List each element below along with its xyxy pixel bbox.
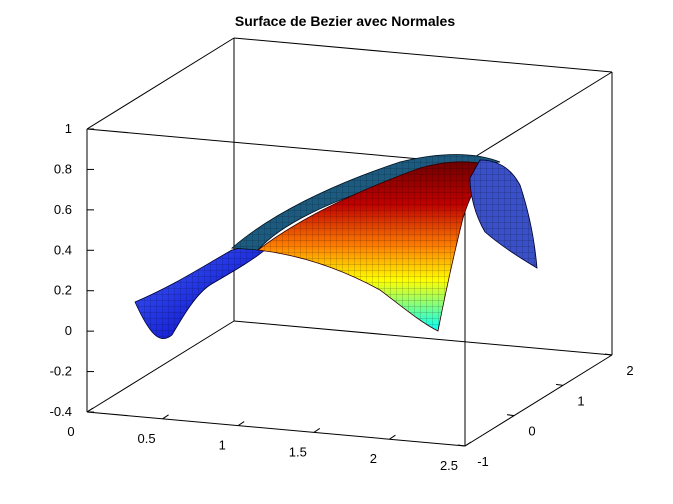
z-tick-label: 0.8 [54, 161, 72, 176]
z-axis-ticks: -0.4 -0.2 0 0.2 0.4 0.6 0.8 1 [50, 121, 94, 419]
surface-left-mesh [135, 247, 265, 339]
x-tick-label: 1.5 [289, 444, 307, 459]
x-tick-mark [237, 421, 245, 427]
z-tick-label: 0.2 [54, 283, 72, 298]
y-tick-mark [555, 383, 564, 386]
chart-title: Surface de Bezier avec Normales [235, 13, 455, 29]
bezier-surface [134, 154, 538, 340]
axes-lines [86, 129, 613, 447]
surface-main-mesh [258, 161, 490, 331]
y-tick-label: -1 [477, 454, 489, 469]
y-tick-mark [506, 414, 515, 417]
x-tick-label: 0 [67, 424, 74, 439]
x-tick-mark [313, 427, 321, 433]
x-tick-mark [86, 407, 94, 413]
z-tick-label: -0.2 [50, 364, 72, 379]
y-tick-label: 1 [577, 393, 584, 408]
x-tick-label: 0.5 [138, 431, 156, 446]
z-tick-label: 0 [65, 323, 72, 338]
x-tick-label: 1 [219, 438, 226, 453]
y-tick-mark [457, 444, 466, 447]
x-tick-mark [162, 414, 169, 420]
z-tick-label: 1 [65, 121, 72, 136]
x-tick-mark [464, 441, 472, 447]
z-tick-label: -0.4 [50, 404, 72, 419]
x-axis-ticks: 0 0.5 1 1.5 2 2.5 [67, 407, 472, 473]
x-tick-label: 2.5 [440, 458, 458, 473]
y-tick-label: 2 [626, 363, 633, 378]
z-tick-label: 0.6 [54, 202, 72, 217]
surface-right-mesh [470, 160, 537, 268]
y-tick-mark [604, 353, 613, 356]
x-tick-mark [389, 434, 396, 440]
y-tick-label: 0 [528, 424, 535, 439]
z-tick-label: 0.4 [54, 242, 72, 257]
y-axis-ticks: -1 0 1 2 [457, 353, 634, 469]
x-tick-label: 2 [370, 451, 377, 466]
